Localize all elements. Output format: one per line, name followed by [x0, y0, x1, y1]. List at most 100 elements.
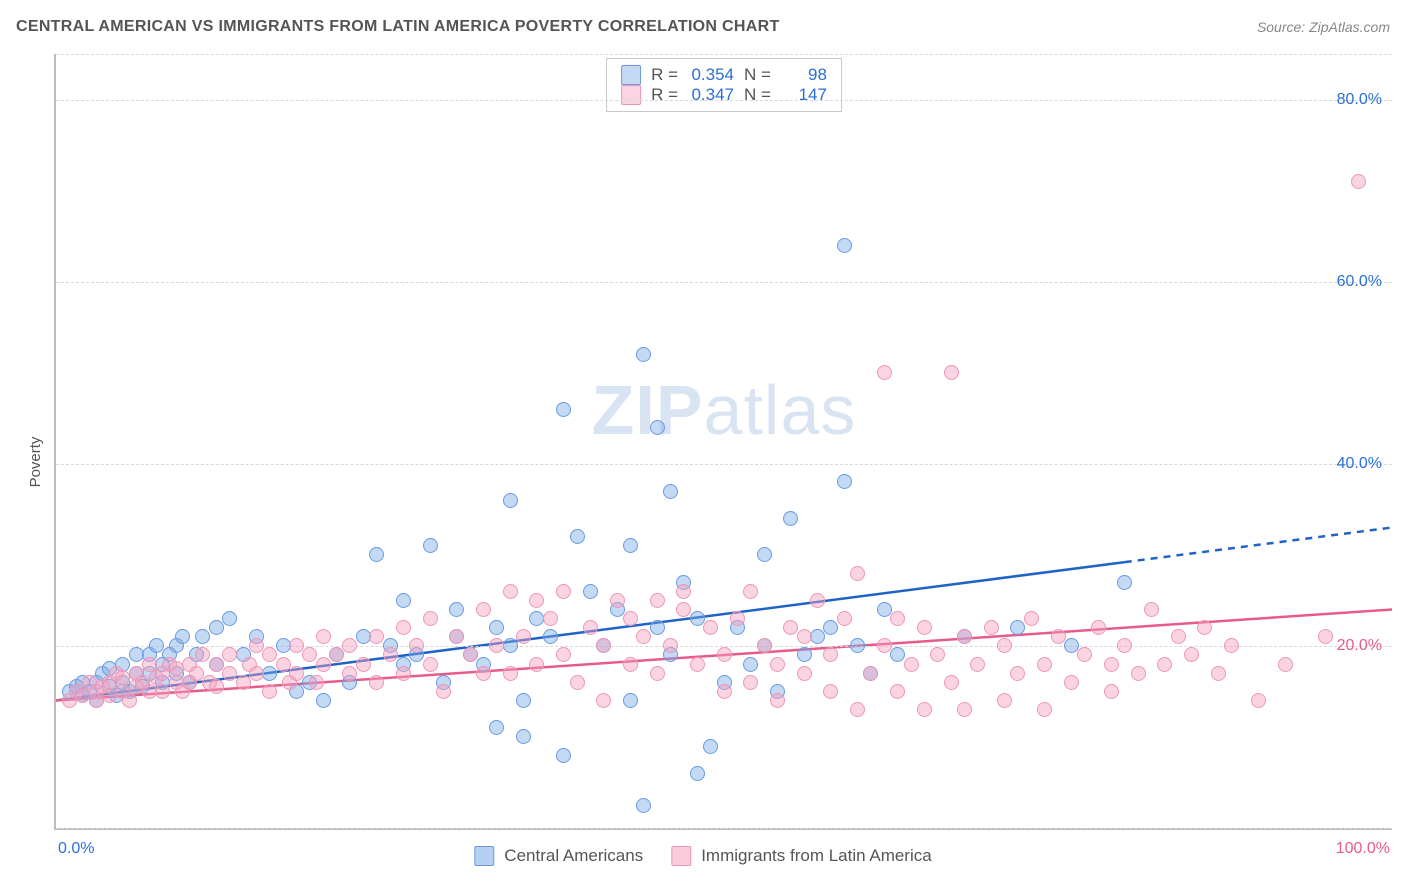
data-point	[703, 739, 718, 754]
data-point	[189, 666, 204, 681]
legend-swatch	[671, 846, 691, 866]
data-point	[944, 365, 959, 380]
plot-wrapper: Poverty ZIPatlas R =0.354N =98R =0.347N …	[14, 54, 1392, 870]
data-point	[623, 611, 638, 626]
data-point	[1251, 693, 1266, 708]
data-point	[423, 611, 438, 626]
data-point	[369, 675, 384, 690]
scatter-plot-area: ZIPatlas R =0.354N =98R =0.347N =147 20.…	[54, 54, 1392, 830]
y-axis-label: Poverty	[27, 437, 44, 488]
data-point	[222, 666, 237, 681]
data-point	[650, 420, 665, 435]
data-point	[383, 647, 398, 662]
data-point	[890, 684, 905, 699]
data-point	[690, 657, 705, 672]
data-point	[970, 657, 985, 672]
data-point	[1351, 174, 1366, 189]
stats-legend-row: R = 0.347 N = 147	[621, 85, 827, 105]
data-point	[1318, 629, 1333, 644]
data-point	[623, 657, 638, 672]
data-point	[810, 593, 825, 608]
data-point	[1104, 657, 1119, 672]
data-point	[663, 484, 678, 499]
series-legend-label: Immigrants from Latin America	[701, 846, 932, 866]
data-point	[743, 657, 758, 672]
data-point	[556, 748, 571, 763]
x-tick-label: 100.0%	[1336, 840, 1390, 858]
data-point	[316, 629, 331, 644]
data-point	[997, 693, 1012, 708]
data-point	[476, 666, 491, 681]
gridline	[56, 464, 1392, 465]
data-point	[583, 584, 598, 599]
data-point	[904, 657, 919, 672]
gridline	[56, 100, 1392, 101]
data-point	[503, 666, 518, 681]
data-point	[917, 620, 932, 635]
legend-swatch	[474, 846, 494, 866]
stat-R-value: 0.354	[688, 65, 734, 85]
data-point	[503, 493, 518, 508]
data-point	[570, 675, 585, 690]
stats-legend-row: R =0.354N =98	[621, 65, 827, 85]
data-point	[1278, 657, 1293, 672]
y-tick-label: 20.0%	[1337, 637, 1382, 655]
data-point	[757, 547, 772, 562]
data-point	[1144, 602, 1159, 617]
chart-source: Source: ZipAtlas.com	[1257, 19, 1390, 35]
data-point	[837, 611, 852, 626]
gridline	[56, 54, 1392, 55]
data-point	[984, 620, 999, 635]
data-point	[770, 657, 785, 672]
stat-N-value: 98	[781, 65, 827, 85]
data-point	[1104, 684, 1119, 699]
data-point	[1091, 620, 1106, 635]
data-point	[957, 702, 972, 717]
data-point	[570, 529, 585, 544]
data-point	[743, 584, 758, 599]
stat-R-label: R =	[651, 85, 678, 105]
y-tick-label: 80.0%	[1337, 91, 1382, 109]
data-point	[423, 538, 438, 553]
chart-header: CENTRAL AMERICAN VS IMMIGRANTS FROM LATI…	[16, 18, 1390, 36]
y-tick-label: 60.0%	[1337, 273, 1382, 291]
data-point	[757, 638, 772, 653]
legend-swatch	[621, 85, 641, 105]
stat-N-label: N =	[744, 85, 771, 105]
data-point	[730, 611, 745, 626]
legend-swatch	[621, 65, 641, 85]
data-point	[423, 657, 438, 672]
data-point	[476, 602, 491, 617]
data-point	[316, 657, 331, 672]
data-point	[1171, 629, 1186, 644]
y-tick-label: 40.0%	[1337, 455, 1382, 473]
trend-lines-layer	[56, 54, 1392, 828]
stat-R-label: R =	[651, 65, 678, 85]
data-point	[1024, 611, 1039, 626]
data-point	[396, 666, 411, 681]
data-point	[529, 657, 544, 672]
series-legend-label: Central Americans	[504, 846, 643, 866]
data-point	[316, 693, 331, 708]
data-point	[1211, 666, 1226, 681]
data-point	[850, 566, 865, 581]
data-point	[249, 666, 264, 681]
data-point	[262, 666, 277, 681]
data-point	[1131, 666, 1146, 681]
data-point	[610, 593, 625, 608]
stat-N-value: 147	[781, 85, 827, 105]
data-point	[236, 675, 251, 690]
data-point	[837, 238, 852, 253]
data-point	[396, 593, 411, 608]
x-tick-label: 0.0%	[58, 840, 94, 858]
series-legend: Central Americans Immigrants from Latin A…	[474, 846, 931, 866]
trend-line-extrapolated	[1125, 528, 1392, 563]
gridline	[56, 828, 1392, 829]
data-point	[309, 675, 324, 690]
chart-title: CENTRAL AMERICAN VS IMMIGRANTS FROM LATI…	[16, 18, 780, 36]
data-point	[877, 365, 892, 380]
data-point	[917, 702, 932, 717]
stat-R-value: 0.347	[688, 85, 734, 105]
data-point	[944, 675, 959, 690]
data-point	[436, 684, 451, 699]
